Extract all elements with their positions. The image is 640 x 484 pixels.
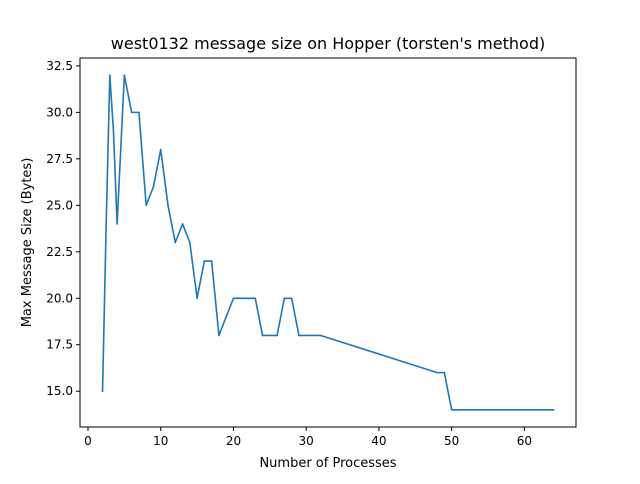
data-point	[552, 409, 555, 411]
y-tick-label: 17.5	[46, 338, 73, 352]
x-tick-label: 50	[444, 434, 459, 448]
data-point	[138, 111, 140, 114]
data-point	[105, 223, 107, 225]
y-tick-label: 15.0	[46, 384, 73, 398]
data-point	[145, 204, 147, 207]
x-axis-label: Number of Processes	[259, 456, 396, 471]
data-point	[174, 241, 177, 244]
data-point	[116, 223, 118, 225]
data-point	[159, 148, 162, 151]
data-point	[254, 297, 257, 300]
data-point	[450, 409, 453, 411]
y-tick-label: 22.5	[46, 245, 73, 259]
axis-ticks: 0 10 20 30 40 50 60 15.0 17.5 20.0 22.5 25.0 27.5 30.…	[46, 59, 532, 448]
data-point	[290, 297, 293, 300]
y-tick-label: 27.5	[46, 152, 73, 166]
data-point	[101, 390, 104, 393]
data-point	[276, 334, 278, 337]
data-point	[119, 148, 122, 151]
y-tick-label: 32.5	[46, 59, 73, 73]
x-tick-label: 20	[226, 434, 241, 448]
axes-frame	[79, 57, 577, 428]
data-point	[210, 260, 213, 262]
data-point	[232, 297, 235, 300]
y-tick-label: 20.0	[46, 291, 73, 305]
data-point	[152, 185, 155, 188]
data-point	[123, 74, 126, 76]
data-point	[436, 371, 438, 374]
data-point	[167, 204, 169, 207]
data-point	[203, 260, 206, 262]
data-point	[443, 371, 446, 374]
chart-title: west0132 message size on Hopper (torsten…	[111, 34, 545, 53]
data-point	[189, 241, 191, 244]
series-layer	[101, 74, 555, 411]
x-tick-label: 10	[153, 434, 168, 448]
y-axis-label: Max Message Size (Bytes)	[20, 158, 35, 328]
data-point	[319, 334, 322, 337]
data-point	[112, 130, 115, 132]
y-tick-label: 30.0	[46, 105, 73, 119]
data-point	[181, 223, 184, 225]
data-point	[130, 111, 133, 114]
data-point	[196, 297, 198, 300]
x-tick-label: 0	[84, 434, 92, 448]
x-tick-label: 30	[299, 434, 314, 448]
data-point	[109, 74, 111, 76]
data-point	[298, 334, 300, 337]
plot-area	[80, 58, 576, 427]
data-point	[261, 334, 264, 337]
data-point	[283, 297, 286, 300]
x-tick-label: 60	[517, 434, 532, 448]
y-tick-label: 25.0	[46, 198, 73, 212]
x-tick-label: 40	[371, 434, 386, 448]
series-line	[101, 74, 555, 411]
data-point	[218, 334, 220, 337]
